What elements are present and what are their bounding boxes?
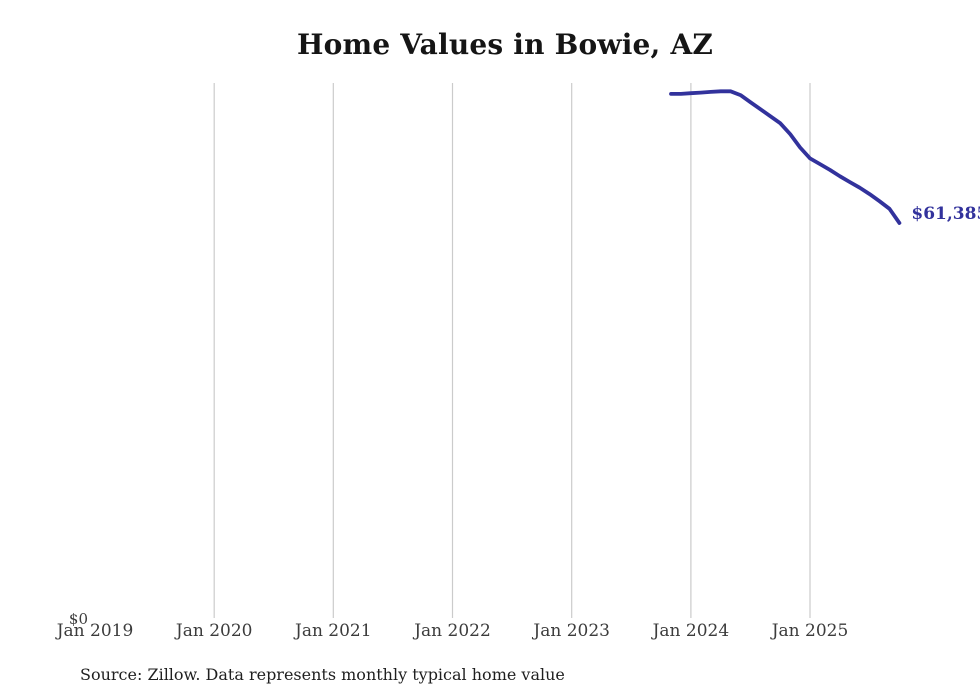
y-axis-zero-label: $0 — [68, 610, 88, 628]
home-value-line — [669, 89, 902, 225]
gridline-group — [213, 83, 811, 618]
source-note: Source: Zillow. Data represents monthly … — [80, 665, 565, 684]
chart-title: Home Values in Bowie, AZ — [296, 28, 714, 61]
latest-value-label: $61,385 — [911, 204, 980, 224]
